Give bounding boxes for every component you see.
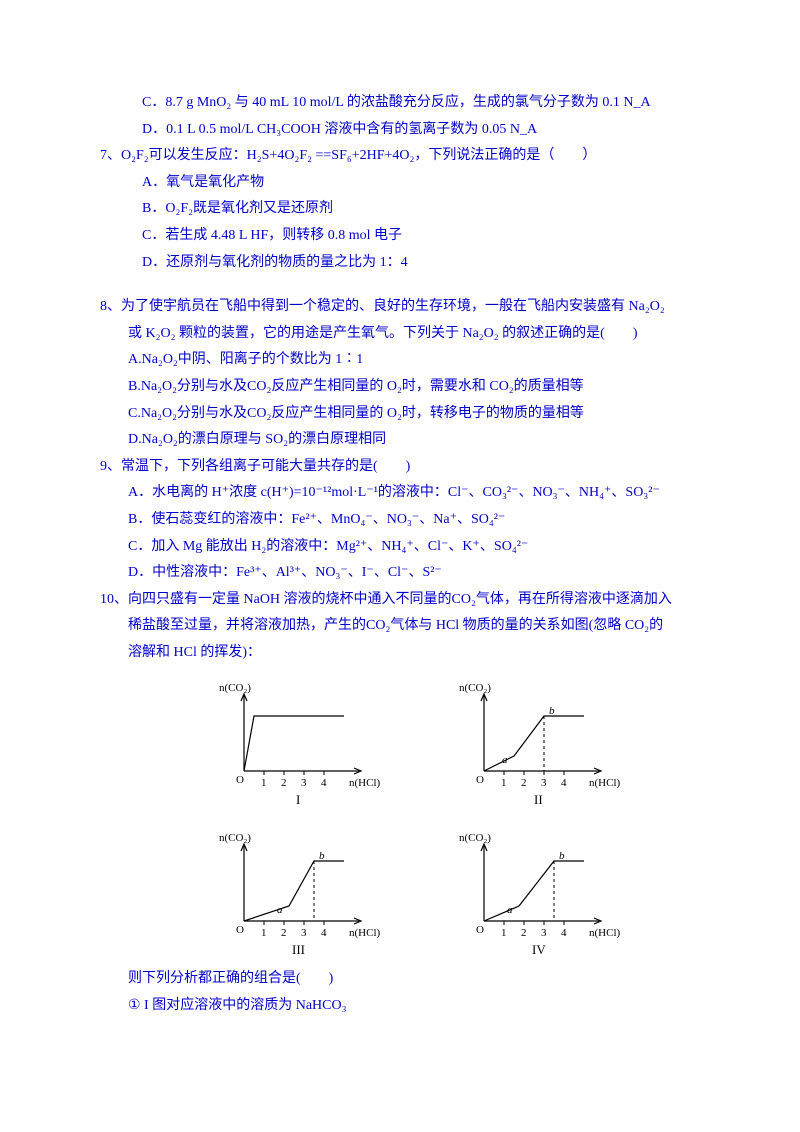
exam-page: C．8.7 g MnO₂ 与 40 mL 10 mol/L 的浓盐酸充分反应，生… [0,0,800,1060]
q7-option-b: B．O₂F₂既是氧化剂又是还原剂 [100,196,720,223]
q10-stem-3: 溶解和 HCl 的挥发)： [100,640,720,667]
chart-3: n(CO₂) O 1 2 3 4 a b n(HCl) III [214,826,394,956]
q7-stem: 7、O₂F₂可以发生反应：H₂S+4O₂F₂ ==SF₆+2HF+4O₂，下列说… [100,143,720,170]
svg-text:1: 1 [501,777,507,789]
q8-option-b: B.Na₂O₂分别与水及CO₂反应产生相同量的 O₂时，需要水和 CO₂的质量相… [100,374,720,401]
svg-text:O: O [236,924,244,936]
x-ticks: 1 2 3 4 [501,921,567,939]
point-b: b [559,850,565,862]
q7-option-d: D．还原剂与氧化剂的物质的量之比为 1：4 [100,250,720,277]
origin: O [236,774,244,786]
svg-text:3: 3 [301,777,307,789]
chart-1: n(CO₂) O 1 2 3 4 n(HCl) I [214,676,394,806]
svg-text:n(HCl): n(HCl) [589,777,621,789]
ylabel: n(CO₂) [459,682,491,694]
chart-label-4: IV [532,942,546,956]
ylabel: n(CO₂) [459,832,491,844]
svg-text:2: 2 [521,777,527,789]
svg-text:3: 3 [541,777,547,789]
chart-label-3: III [292,942,305,956]
point-b: b [319,850,325,862]
q10-stem-1: 10、向四只盛有一定量 NaOH 溶液的烧杯中通入不同量的CO₂气体，再在所得溶… [100,587,720,614]
chart-3-svg: n(CO₂) O 1 2 3 4 a b n(HCl) III [214,826,394,956]
q6-option-c: C．8.7 g MnO₂ 与 40 mL 10 mol/L 的浓盐酸充分反应，生… [100,90,720,117]
chart-label-2: II [534,792,543,806]
curve-4 [484,861,584,921]
x-ticks: 1 2 3 4 [261,771,327,789]
chart-2-svg: n(CO₂) O 1 2 3 4 a b n(HCl) II [454,676,634,806]
svg-text:O: O [476,774,484,786]
chart-grid: n(CO₂) O 1 2 3 4 n(HCl) I n(CO₂) [128,676,720,956]
svg-text:1: 1 [501,927,507,939]
q8-stem-1: 8、为了使宇航员在飞船中得到一个稳定的、良好的生存环境，一般在飞船内安装盛有 N… [100,294,720,321]
chart-label-1: I [296,792,300,806]
svg-text:2: 2 [281,927,287,939]
x-ticks: 1 2 3 4 [501,771,567,789]
svg-text:3: 3 [301,927,307,939]
x-ticks: 1 2 3 4 [261,921,327,939]
q9-option-c: C．加入 Mg 能放出 H₂的溶液中：Mg²⁺、NH₄⁺、Cl⁻、K⁺、SO₄²… [100,534,720,561]
svg-text:4: 4 [561,927,567,939]
svg-text:4: 4 [321,777,327,789]
chart-2: n(CO₂) O 1 2 3 4 a b n(HCl) II [454,676,634,806]
svg-text:2: 2 [521,927,527,939]
svg-text:O: O [476,924,484,936]
q9-option-a: A．水电离的 H⁺浓度 c(H⁺)=10⁻¹²mol·L⁻¹的溶液中：Cl⁻、C… [100,480,720,507]
svg-text:1: 1 [261,777,267,789]
svg-text:2: 2 [281,777,287,789]
q10-tail-1: 则下列分析都正确的组合是( ) [100,966,720,993]
xlabel: n(HCl) [349,777,381,789]
point-b: b [549,705,555,717]
point-a: a [507,904,513,916]
ylabel: n(CO₂) [219,682,251,694]
curve-3 [244,861,344,921]
svg-text:4: 4 [561,777,567,789]
point-a: a [277,904,283,916]
q9-stem: 9、常温下，下列各组离子可能大量共存的是( ) [100,454,720,481]
svg-text:1: 1 [261,927,267,939]
q8-option-c: C.Na₂O₂分别与水及CO₂反应产生相同量的 O₂时，转移电子的物质的量相等 [100,401,720,428]
q7-option-c: C．若生成 4.48 L HF，则转移 0.8 mol 电子 [100,223,720,250]
ylabel: n(CO₂) [219,832,251,844]
q8-stem-2: 或 K₂O₂ 颗粒的装置，它的用途是产生氧气。下列关于 Na₂O₂ 的叙述正确的… [100,321,720,348]
svg-text:n(HCl): n(HCl) [589,927,621,939]
chart-4-svg: n(CO₂) O 1 2 3 4 a b n(HCl) IV [454,826,634,956]
curve-2 [484,716,584,771]
curve-1 [244,716,344,771]
spacer [100,276,720,294]
point-a: a [502,754,508,766]
chart-1-svg: n(CO₂) O 1 2 3 4 n(HCl) I [214,676,394,806]
q7-option-a: A．氧气是氧化产物 [100,170,720,197]
q10-stem-2: 稀盐酸至过量，并将溶液加热，产生的CO₂气体与 HCl 物质的量的关系如图(忽略… [100,613,720,640]
q9-option-d: D．中性溶液中：Fe³⁺、Al³⁺、NO₃⁻、I⁻、Cl⁻、S²⁻ [100,560,720,587]
svg-text:n(HCl): n(HCl) [349,927,381,939]
svg-text:4: 4 [321,927,327,939]
q8-option-d: D.Na₂O₂的漂白原理与 SO₂的漂白原理相同 [100,427,720,454]
q10-tail-2: ① I 图对应溶液中的溶质为 NaHCO₃ [100,993,720,1020]
q8-option-a: A.Na₂O₂中阴、阳离子的个数比为 1∶1 [100,347,720,374]
q6-option-d: D．0.1 L 0.5 mol/L CH₃COOH 溶液中含有的氢离子数为 0.… [100,117,720,144]
chart-4: n(CO₂) O 1 2 3 4 a b n(HCl) IV [454,826,634,956]
q9-option-b: B．使石蕊变红的溶液中：Fe²⁺、MnO₄⁻、NO₃⁻、Na⁺、SO₄²⁻ [100,507,720,534]
svg-text:3: 3 [541,927,547,939]
